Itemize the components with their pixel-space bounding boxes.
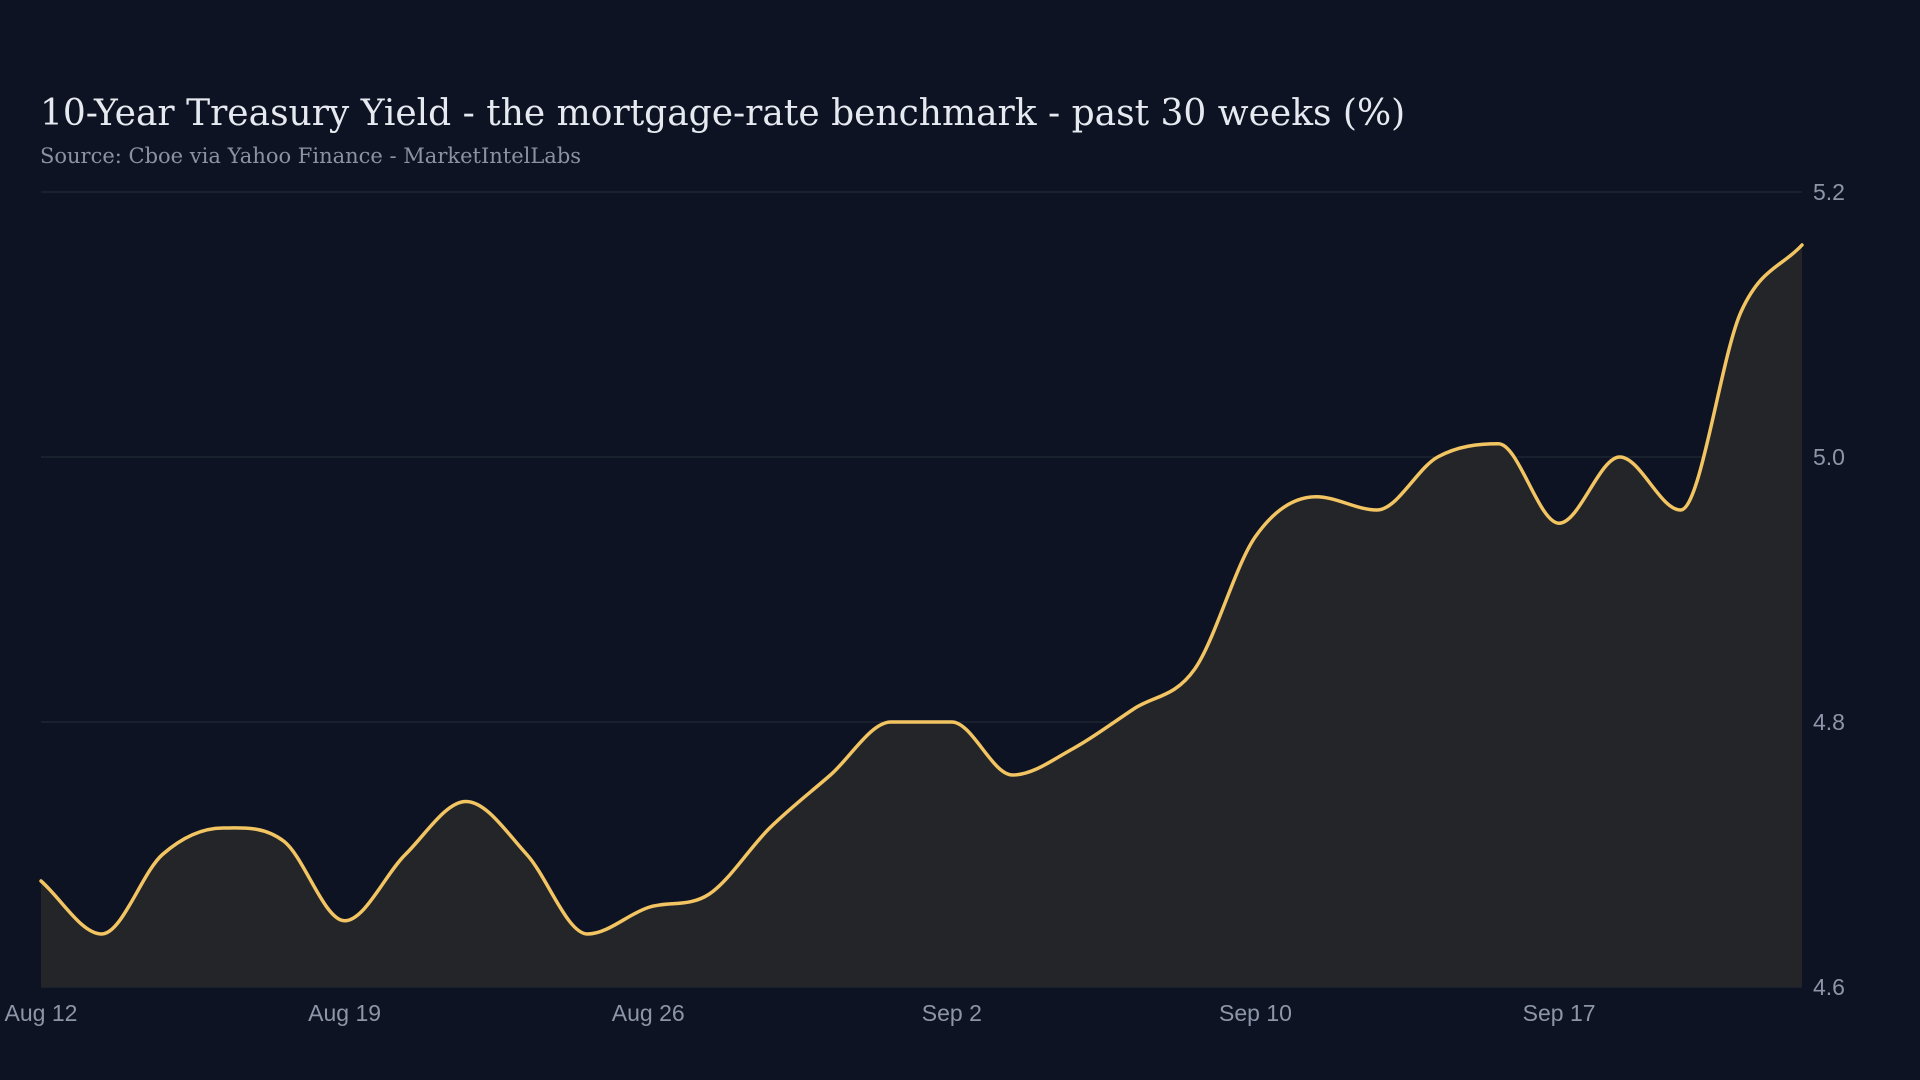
y-tick-label: 5.2 [1813, 179, 1845, 205]
x-tick-label: Aug 19 [308, 1000, 381, 1026]
x-tick-label: Aug 12 [5, 1000, 78, 1026]
area-fill-group [41, 245, 1802, 987]
chart-title: 10-Year Treasury Yield - the mortgage-ra… [40, 93, 1405, 134]
chart-subtitle: Source: Cboe via Yahoo Finance - MarketI… [40, 144, 581, 168]
x-tick-label: Sep 2 [922, 1000, 982, 1026]
series-area [41, 245, 1802, 987]
x-axis: Aug 12 Aug 19 Aug 26 Sep 2 Sep 10 Sep 17 [5, 1000, 1596, 1026]
x-tick-label: Sep 17 [1523, 1000, 1596, 1026]
y-axis: 4.6 4.8 5.0 5.2 [1813, 179, 1845, 1000]
series-line [39, 243, 1804, 936]
y-tick-label: 4.6 [1813, 974, 1845, 1000]
series-line-group [39, 243, 1804, 936]
y-tick-label: 4.8 [1813, 709, 1845, 735]
x-tick-label: Aug 26 [612, 1000, 685, 1026]
x-tick-label: Sep 10 [1219, 1000, 1292, 1026]
y-tick-label: 5.0 [1813, 444, 1845, 470]
